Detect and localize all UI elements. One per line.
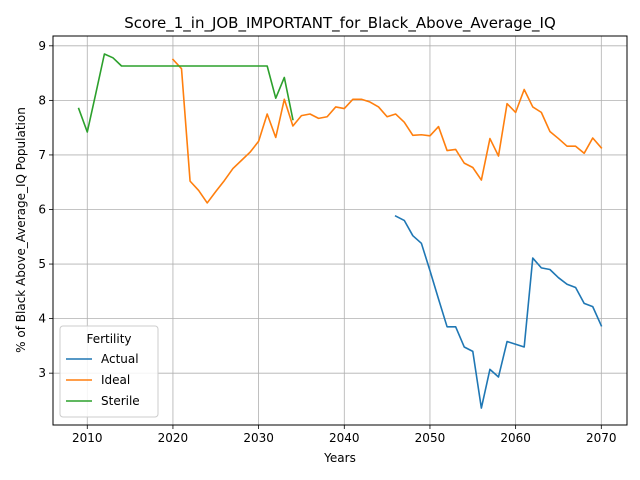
y-tick-label: 5 [38,257,46,271]
x-tick-label: 2030 [243,431,274,445]
legend-label-sterile: Sterile [101,394,140,408]
x-tick-label: 2010 [72,431,103,445]
legend-label-actual: Actual [101,352,139,366]
chart-title: Score_1_in_JOB_IMPORTANT_for_Black_Above… [124,14,556,33]
y-tick-label: 9 [38,39,46,53]
legend: Fertility Actual Ideal Sterile [60,326,158,417]
x-tick-label: 2060 [500,431,531,445]
legend-label-ideal: Ideal [101,373,130,387]
x-tick-label: 2070 [586,431,617,445]
y-tick-label: 3 [38,366,46,380]
legend-title: Fertility [86,332,131,346]
x-axis-label: Years [323,451,356,465]
x-tick-label: 2020 [158,431,189,445]
y-tick-label: 6 [38,202,46,216]
y-tick-label: 4 [38,312,46,326]
y-tick-label: 8 [38,93,46,107]
y-tick-label: 7 [38,148,46,162]
y-axis-label: % of Black Above_Average_IQ Population [14,107,28,353]
x-tick-label: 2050 [415,431,446,445]
x-tick-label: 2040 [329,431,360,445]
